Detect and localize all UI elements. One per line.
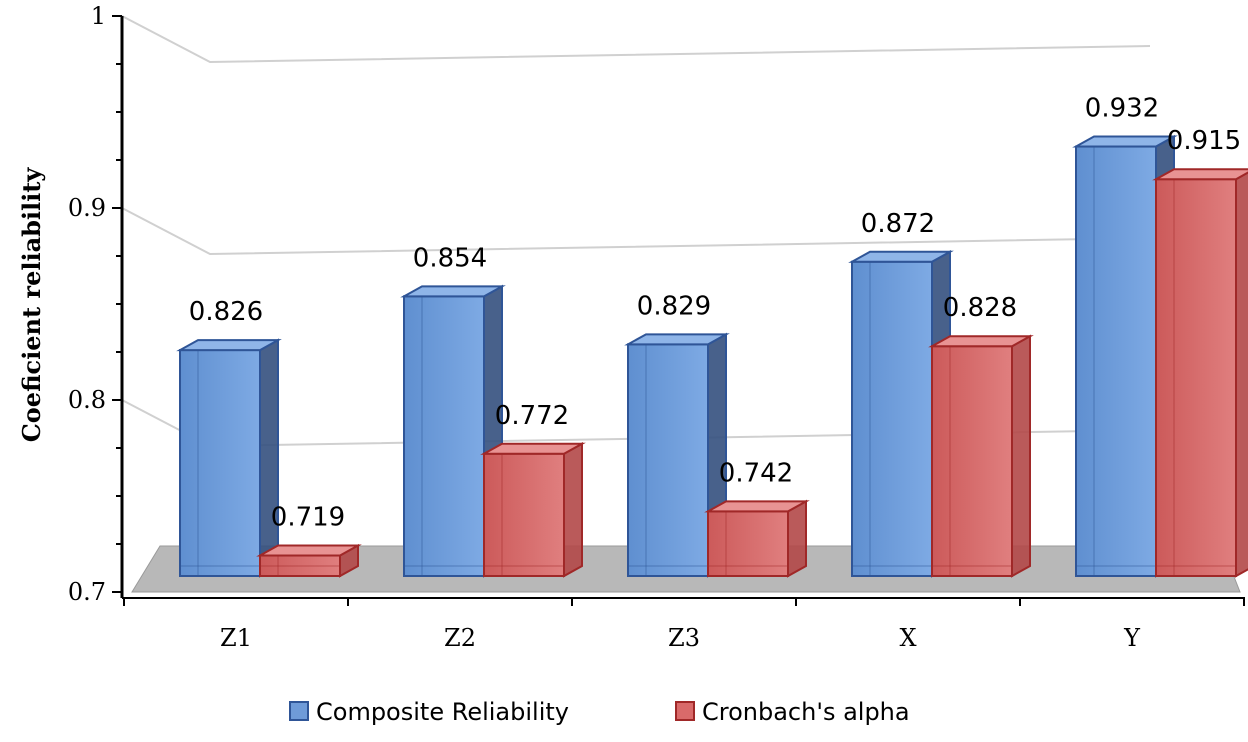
data-label: 0.772 bbox=[495, 401, 569, 431]
bar-front bbox=[1075, 145, 1157, 577]
y-tick-label: 1 bbox=[91, 2, 106, 30]
data-label: 0.872 bbox=[861, 209, 935, 239]
bar-side bbox=[787, 499, 807, 578]
bar-top bbox=[256, 544, 362, 557]
data-labels: 0.826 0.719 0.854 0.772 0.829 0.742 0.872 0.828… bbox=[189, 94, 1241, 533]
gridline-0.9 bbox=[121, 207, 1151, 256]
bar-composite-reliability-z1 bbox=[176, 338, 282, 578]
y-axis: 0.7 0.8 0.9 1 Coeficient reliability bbox=[17, 2, 124, 606]
bar-top bbox=[480, 442, 586, 455]
bar-front bbox=[931, 345, 1013, 577]
bar-cronbach-s-alpha-z2 bbox=[480, 442, 586, 578]
legend-item: Composite Reliability bbox=[289, 698, 569, 726]
bar-side bbox=[1011, 334, 1031, 578]
x-tick-label: Z1 bbox=[220, 624, 252, 652]
y-tick-label: 0.8 bbox=[68, 386, 106, 414]
bar-top bbox=[848, 250, 954, 263]
bar-front bbox=[707, 510, 789, 577]
data-label: 0.854 bbox=[413, 243, 487, 273]
x-tick-label: Z3 bbox=[668, 624, 700, 652]
bar-front bbox=[179, 349, 261, 577]
data-label: 0.742 bbox=[719, 458, 793, 488]
bar-side bbox=[1235, 171, 1248, 578]
data-label: 0.932 bbox=[1085, 94, 1159, 124]
y-tick-label: 0.9 bbox=[68, 194, 106, 222]
legend-swatch bbox=[675, 701, 695, 721]
bar-top bbox=[624, 333, 730, 346]
data-label: 0.826 bbox=[189, 297, 263, 327]
bar-composite-reliability-z2 bbox=[400, 284, 506, 578]
bar-top bbox=[400, 285, 506, 298]
bar-front bbox=[1155, 178, 1237, 577]
bar-side bbox=[259, 338, 279, 578]
bar-top bbox=[704, 500, 810, 513]
x-axis: Z1 Z2 Z3 X Y bbox=[122, 597, 1245, 652]
bar-front bbox=[627, 343, 709, 577]
bar-cronbach-s-alpha-z3 bbox=[704, 499, 810, 578]
bar-front bbox=[851, 260, 933, 577]
data-label: 0.915 bbox=[1167, 126, 1241, 156]
bar-top bbox=[176, 339, 282, 352]
x-tick-label: X bbox=[899, 624, 916, 652]
bar-front bbox=[483, 452, 565, 578]
bar-front bbox=[403, 295, 485, 577]
bars bbox=[176, 134, 1248, 578]
bar-cronbach-s-alpha-y bbox=[1152, 168, 1248, 578]
legend-label: Cronbach's alpha bbox=[702, 698, 910, 726]
bar-cronbach-s-alpha-z1 bbox=[256, 543, 362, 578]
bar-top bbox=[1152, 168, 1248, 181]
x-tick-label: Z2 bbox=[444, 624, 476, 652]
gridline-1 bbox=[121, 15, 1151, 64]
legend-label: Composite Reliability bbox=[316, 698, 569, 726]
data-label: 0.719 bbox=[271, 503, 345, 533]
y-axis-title: Coeficient reliability bbox=[17, 167, 46, 443]
legend-swatch bbox=[289, 701, 309, 721]
bar-top bbox=[928, 335, 1034, 348]
legend: Composite Reliability Cronbach's alpha bbox=[289, 698, 910, 726]
bar-side bbox=[563, 442, 583, 578]
x-tick-label: Y bbox=[1123, 624, 1141, 652]
y-tick-label: 0.7 bbox=[68, 578, 106, 606]
bar-cronbach-s-alpha-x bbox=[928, 334, 1034, 578]
legend-item: Cronbach's alpha bbox=[675, 698, 910, 726]
data-label: 0.828 bbox=[943, 293, 1017, 323]
data-label: 0.829 bbox=[637, 291, 711, 321]
bar-top bbox=[1072, 135, 1178, 148]
